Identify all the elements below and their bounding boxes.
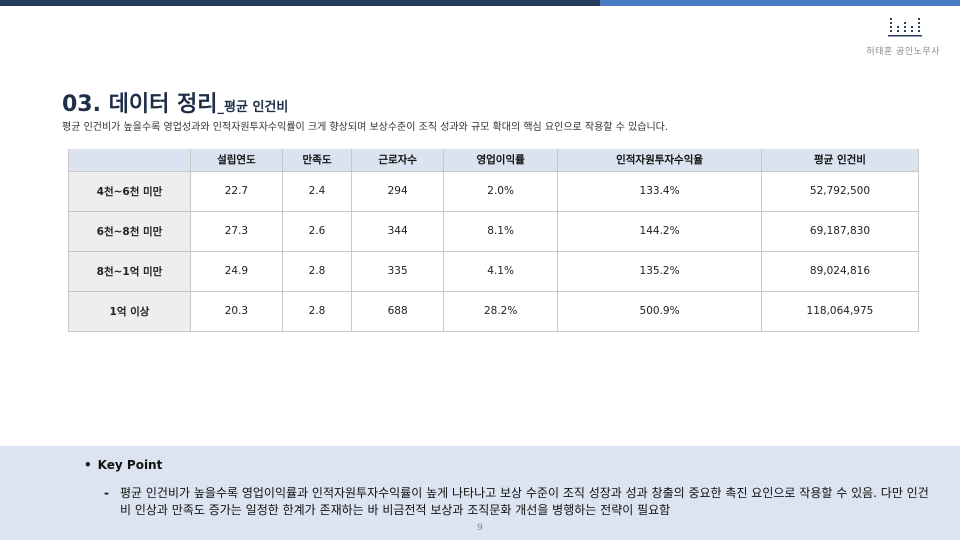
table-row: 8천~1억 미만 24.9 2.8 335 4.1% 135.2% 89,024… [68, 250, 920, 292]
table-cell: 89,024,816 [760, 250, 920, 292]
table-cell: 27.3 [190, 210, 283, 252]
table-cell: 118,064,975 [760, 290, 920, 332]
key-point-text: 평균 인건비가 높을수록 영업이익률과 인적자원투자수익률이 높게 나타나고 보… [120, 486, 929, 517]
table-row-label: 8천~1억 미만 [68, 250, 191, 292]
table-cell: 133.4% [557, 170, 762, 212]
table-cell: 2.0% [443, 170, 559, 212]
table-cell: 335 [351, 250, 445, 292]
table-header-cell: 설립연도 [190, 149, 283, 172]
page-description: 평균 인건비가 높을수록 영업성과와 인적자원투자수익률이 크게 향상되며 보상… [62, 122, 669, 133]
table-cell: 344 [351, 210, 445, 252]
table-header-row: 설립연도 만족도 근로자수 영업이익률 인적자원투자수익율 평균 인건비 [68, 149, 920, 172]
table-cell: 24.9 [190, 250, 283, 292]
top-accent-bar-light [600, 0, 960, 6]
key-point-panel: • Key Point - 평균 인건비가 높을수록 영업이익률과 인적자원투자수… [0, 446, 960, 540]
key-point-body: - 평균 인건비가 높을수록 영업이익률과 인적자원투자수익률이 높게 나타나고… [104, 485, 934, 519]
page-title-sub: _평균 인건비 [217, 100, 289, 115]
key-point-title-text: Key Point [97, 458, 163, 472]
table-cell: 2.6 [281, 210, 353, 252]
table-cell: 135.2% [557, 250, 762, 292]
key-point-bullet: • [84, 458, 92, 472]
table-header-cell: 근로자수 [351, 149, 445, 172]
bar-chart-logo-icon [888, 18, 922, 37]
table-cell: 294 [351, 170, 445, 212]
table-row: 1억 이상 20.3 2.8 688 28.2% 500.9% 118,064,… [68, 290, 920, 332]
page-title-main: 03. 데이터 정리 [62, 92, 218, 117]
top-accent-bar-dark [0, 0, 600, 6]
table-cell: 2.8 [281, 290, 353, 332]
company-logo: 허태훈 공인노무사 [830, 16, 940, 57]
table-cell: 28.2% [443, 290, 559, 332]
table-cell: 52,792,500 [760, 170, 920, 212]
table-row-label: 6천~8천 미만 [68, 210, 191, 252]
table-header-cell: 인적자원투자수익율 [557, 149, 762, 172]
table-header-cell: 평균 인건비 [760, 149, 920, 172]
table-cell: 2.4 [281, 170, 353, 212]
table-row-label: 1억 이상 [68, 290, 191, 332]
table-cell: 144.2% [557, 210, 762, 252]
salary-data-table: 설립연도 만족도 근로자수 영업이익률 인적자원투자수익율 평균 인건비 4천~… [68, 149, 920, 332]
table-cell: 8.1% [443, 210, 559, 252]
table-row: 4천~6천 미만 22.7 2.4 294 2.0% 133.4% 52,792… [68, 170, 920, 212]
table-cell: 22.7 [190, 170, 283, 212]
table-header-cell: 영업이익률 [443, 149, 559, 172]
table-header-corner [68, 149, 191, 172]
table-cell: 500.9% [557, 290, 762, 332]
table-cell: 4.1% [443, 250, 559, 292]
table-header-cell: 만족도 [281, 149, 353, 172]
key-point-dash: - [104, 486, 109, 500]
table-cell: 20.3 [190, 290, 283, 332]
table-cell: 2.8 [281, 250, 353, 292]
table-row-label: 4천~6천 미만 [68, 170, 191, 212]
table-cell: 69,187,830 [760, 210, 920, 252]
logo-text: 허태훈 공인노무사 [866, 47, 940, 57]
page-title: 03. 데이터 정리_평균 인건비 [62, 86, 288, 118]
table-cell: 688 [351, 290, 445, 332]
top-accent-bar [0, 0, 960, 6]
table-row: 6천~8천 미만 27.3 2.6 344 8.1% 144.2% 69,187… [68, 210, 920, 252]
page-number: 9 [477, 523, 483, 533]
key-point-title: • Key Point [84, 458, 162, 472]
